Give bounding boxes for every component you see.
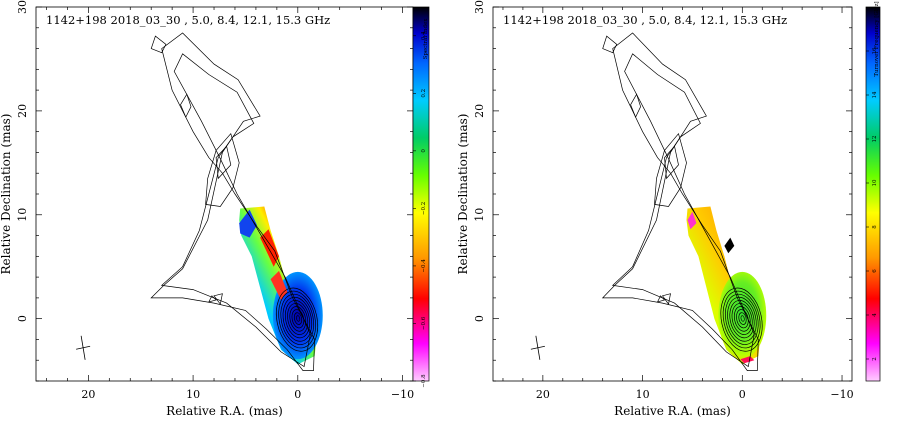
jet-contour-7 — [213, 293, 223, 305]
core-contour-5 — [284, 300, 311, 339]
x-tick-label: 10 — [186, 388, 200, 401]
contour-lines — [601, 32, 763, 371]
image-region — [239, 206, 323, 365]
core-contour-7 — [733, 306, 751, 332]
core-contour-10 — [296, 315, 301, 322]
panel-title: 1142+198 2018_03_30 , 5.0, 8.4, 12.1, 15… — [503, 13, 787, 27]
x-tick-label: 10 — [636, 388, 650, 401]
colorbar-gradient — [412, 6, 430, 382]
core-contour-8 — [291, 309, 305, 329]
colorbar-tick-label: 10 — [872, 179, 878, 186]
jet-contour-5 — [630, 93, 641, 118]
jet-contour-7 — [661, 293, 671, 305]
y-axis-title: Relative Declination (mas) — [0, 114, 13, 275]
x-axis-title: Relative R.A. (mas) — [166, 404, 283, 418]
x-tick-label: 20 — [536, 388, 550, 401]
axis-ticks — [36, 6, 413, 382]
core-contour-4 — [727, 296, 757, 342]
spectral-red-band — [260, 229, 279, 267]
jet-contour-2 — [160, 53, 311, 368]
x-axis-title: Relative R.A. (mas) — [614, 404, 731, 418]
jet-contour-6 — [150, 35, 167, 54]
jet-contour-8 — [656, 295, 666, 303]
colorbar-tick-label: 12 — [872, 136, 878, 143]
contour-lines — [150, 32, 319, 371]
y-tick-label: 0 — [473, 315, 486, 322]
colorbar-title: Spectral Index — [423, 18, 429, 60]
colorbar-title: Turnover Frequency [GHz] — [874, 1, 880, 76]
beam-minor-axis — [76, 345, 91, 350]
y-tick-label: 20 — [473, 104, 486, 118]
core-contour-6 — [287, 303, 309, 335]
colorbar-tick-label: 0.2 — [421, 89, 427, 98]
y-tick-label: 0 — [16, 315, 29, 322]
colorbar-tick-label: −0.4 — [421, 259, 427, 273]
colorbar-tick-label: 4 — [872, 313, 878, 317]
turnover-dark-knot — [724, 237, 735, 254]
jet-contour-6 — [602, 35, 618, 54]
jet-contour-2 — [611, 53, 755, 368]
core-contour-7 — [289, 306, 307, 332]
colorbar-tick-label: 8 — [872, 225, 878, 229]
colorbar-tick-label: −0.2 — [421, 202, 427, 215]
axis-ticks — [493, 6, 852, 382]
core-contour-5 — [729, 300, 755, 339]
jet-contour-3 — [654, 132, 687, 207]
colorbar-tick-label: 0 — [421, 149, 427, 153]
y-tick-label: 10 — [16, 208, 29, 222]
jet-contour-4 — [664, 145, 679, 180]
panel-2: 20 10 0 −10 0 10 20 30 Relative R.A. (mas) Relati… — [456, 0, 881, 418]
core-contour-9 — [293, 312, 303, 325]
core-contour-8 — [736, 309, 749, 329]
y-axis-title: Relative Declination (mas) — [456, 114, 470, 275]
panel-1: 20 10 0 −10 0 10 20 30 Relative R.A. (mas) Relati… — [0, 0, 430, 418]
colorbar-tick-label: 2 — [872, 357, 878, 361]
colorbar-tick-label: 16 — [872, 47, 878, 54]
core-contour-6 — [731, 303, 753, 335]
image-region — [686, 206, 767, 365]
beam-cross — [530, 335, 545, 360]
core-contour-9 — [738, 312, 747, 325]
beam-cross — [76, 335, 91, 360]
core-contour-1 — [720, 287, 763, 352]
turnover-magenta-edge — [687, 211, 697, 230]
x-tick-label: −10 — [830, 388, 853, 401]
colorbar-gradient — [865, 6, 881, 382]
core-contour-3 — [280, 293, 315, 345]
jet-contour-3 — [205, 132, 240, 207]
core-contour-2 — [722, 290, 761, 349]
core-contour-2 — [278, 290, 316, 349]
core-contour-10 — [740, 315, 745, 322]
colorbar-tick-label: 0.4 — [421, 31, 427, 40]
plot-frame — [35, 6, 414, 382]
jet-contour-8 — [208, 295, 217, 303]
jet-contour-4 — [215, 145, 232, 180]
jet-contour-5 — [180, 93, 192, 118]
y-tick-label: 20 — [16, 104, 29, 118]
colorbar-tick-label: 6 — [872, 269, 878, 273]
core-contour-3 — [724, 293, 759, 345]
y-tick-label: 10 — [473, 208, 486, 222]
y-tick-label: 30 — [473, 0, 486, 14]
x-tick-label: 20 — [81, 388, 95, 401]
turnover-red-edge — [740, 356, 755, 364]
colorbar-tick-label: 14 — [872, 91, 878, 98]
core-contour-4 — [282, 296, 313, 342]
colorbar-tick-label: −0.6 — [421, 316, 427, 330]
beam-minor-axis — [530, 345, 545, 350]
x-tick-label: −10 — [391, 388, 414, 401]
y-tick-label: 30 — [16, 0, 29, 14]
x-tick-label: 0 — [739, 388, 746, 401]
plot-frame — [492, 6, 853, 382]
spectral-blue-knot — [239, 209, 257, 238]
panel-title: 1142+198 2018_03_30 , 5.0, 8.4, 12.1, 15… — [46, 13, 330, 27]
colorbar-tick-label: −0.8 — [421, 374, 427, 388]
core-contour-1 — [275, 287, 319, 352]
x-tick-label: 0 — [294, 388, 301, 401]
